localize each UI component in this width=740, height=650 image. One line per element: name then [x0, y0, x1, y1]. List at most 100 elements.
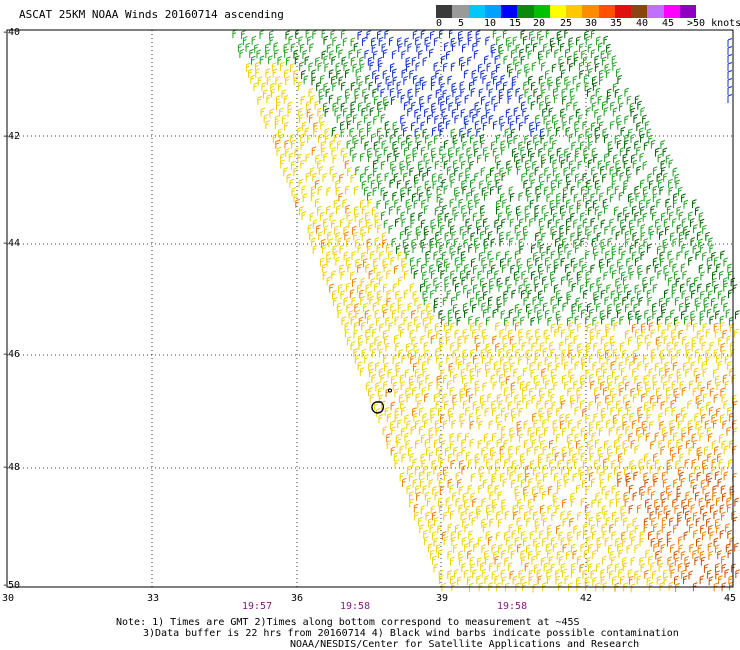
wind-barb [390, 401, 396, 411]
wind-barb [441, 178, 447, 188]
wind-barb [716, 381, 722, 391]
wind-barb [685, 562, 691, 572]
wind-barb [405, 250, 411, 260]
wind-barb [646, 387, 651, 397]
wind-barb [565, 550, 571, 560]
wind-barb [459, 413, 465, 423]
wind-barb [287, 108, 293, 118]
wind-barb [643, 374, 649, 384]
wind-barb [414, 127, 420, 137]
wind-barb [613, 419, 619, 429]
wind-barb [577, 322, 582, 332]
wind-barb [488, 88, 494, 98]
wind-barb [487, 250, 493, 260]
wind-barb [517, 524, 523, 534]
wind-barb [583, 289, 588, 299]
wind-barb [707, 453, 712, 462]
wind-barb [527, 94, 533, 104]
wind-barb [329, 212, 335, 222]
wind-barb [542, 419, 547, 429]
wind-barb [415, 439, 420, 449]
wind-barb [661, 426, 667, 436]
wind-barb [603, 465, 609, 475]
wind-barb [417, 303, 422, 313]
wind-barb [553, 120, 559, 130]
wind-barb [390, 95, 396, 105]
wind-barb [614, 185, 620, 195]
wind-barb [344, 231, 349, 241]
wind-barb [582, 218, 588, 228]
wind-barb [352, 153, 358, 163]
wind-barb [694, 276, 699, 286]
wind-barb [364, 49, 370, 59]
wind-barb [616, 425, 622, 435]
wind-barb [627, 290, 632, 300]
wind-barb [418, 50, 423, 59]
wind-barb [568, 439, 573, 449]
wind-barb [589, 308, 594, 318]
wind-barb [461, 204, 466, 214]
wind-barb [516, 205, 521, 215]
wind-barb [396, 81, 402, 91]
wind-barb [702, 224, 707, 234]
wind-barb [266, 76, 272, 86]
wind-barb [529, 530, 535, 540]
wind-barb [684, 315, 689, 325]
wind-barb [475, 316, 481, 326]
wind-barb [461, 276, 467, 286]
wind-barb [344, 159, 350, 169]
wind-barb [397, 303, 403, 313]
wind-barb [623, 139, 629, 149]
wind-barb [415, 225, 421, 235]
wind-barb [293, 76, 299, 86]
wind-barb [526, 381, 531, 391]
wind-barb [560, 536, 566, 546]
wind-barb [397, 37, 402, 47]
wind-barb [265, 120, 271, 130]
wind-barb [712, 491, 717, 501]
wind-barb [472, 303, 477, 313]
wind-barb [289, 178, 295, 188]
wind-barb [530, 100, 536, 110]
wind-barb [639, 127, 644, 137]
wind-barb [427, 543, 433, 553]
wind-barb [406, 484, 412, 494]
wind-barb [586, 440, 592, 450]
wind-barb [618, 433, 623, 443]
wind-barb [559, 420, 565, 430]
wind-barb [661, 498, 667, 508]
wind-barb [631, 536, 636, 546]
wind-barb [491, 451, 497, 461]
wind-barb [394, 388, 400, 398]
wind-barb [416, 140, 422, 150]
wind-barb [581, 361, 587, 371]
wind-barb [660, 140, 666, 150]
wind-barb [430, 505, 436, 515]
wind-barb [634, 570, 639, 580]
wind-barb [346, 336, 352, 346]
wind-barb [308, 88, 314, 98]
wind-barb [526, 257, 532, 267]
wind-barb [716, 263, 721, 273]
wind-barb [636, 165, 642, 175]
wind-barb [454, 211, 459, 221]
wind-barb [441, 251, 447, 261]
wind-barb [369, 368, 374, 378]
wind-barb [685, 341, 690, 351]
wind-barb [526, 446, 532, 456]
wind-barb [511, 289, 517, 299]
wind-barb [269, 30, 274, 40]
wind-barb [698, 451, 703, 461]
wind-barb [359, 56, 365, 66]
wind-barb [443, 114, 448, 124]
wind-barb [541, 61, 546, 71]
wind-barb [554, 452, 560, 462]
wind-barb [686, 517, 692, 527]
wind-barb [457, 245, 463, 255]
wind-barb [481, 328, 487, 338]
wind-barb [571, 302, 577, 312]
wind-barb [593, 172, 598, 182]
wind-barb [606, 43, 611, 53]
wind-barb [615, 354, 621, 364]
wind-barb [364, 211, 370, 221]
